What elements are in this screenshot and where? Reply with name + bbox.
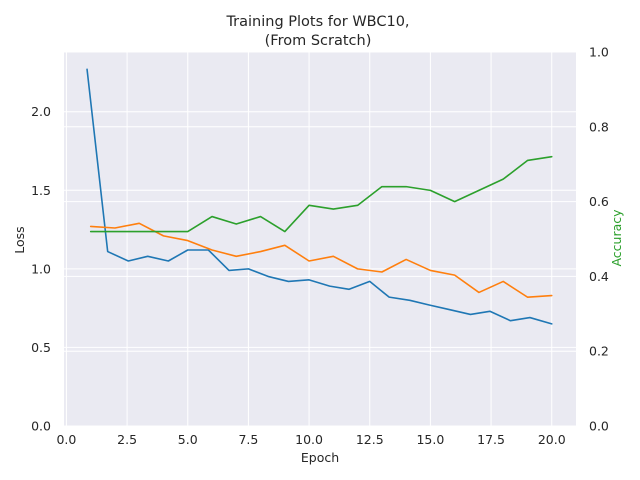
right-tick-label: 0.8 bbox=[589, 119, 609, 134]
left-tick-label: 1.5 bbox=[31, 183, 51, 198]
right-tick-label: 1.0 bbox=[589, 45, 609, 60]
x-tick-label: 17.5 bbox=[477, 432, 505, 447]
x-tick-label: 10.0 bbox=[295, 432, 323, 447]
series-line-3 bbox=[89, 155, 553, 233]
series-line-1 bbox=[86, 68, 553, 325]
x-tick-label: 0.0 bbox=[56, 432, 76, 447]
right-axis-label: Accuracy bbox=[609, 209, 624, 267]
right-tick-label: 0.0 bbox=[589, 419, 609, 434]
x-axis-ticks: 0.0 2.5 5.0 7.5 10.0 12.5 15.0 17.5 20.0 bbox=[56, 432, 565, 447]
x-tick-label: 5.0 bbox=[178, 432, 198, 447]
left-tick-label: 1.0 bbox=[31, 261, 51, 276]
left-axis-ticks: 0.0 0.5 1.0 1.5 2.0 bbox=[31, 104, 51, 433]
chart-title-line1: Training Plots for WBC10, bbox=[225, 14, 409, 30]
left-tick-label: 0.0 bbox=[31, 419, 51, 434]
right-tick-label: 0.6 bbox=[589, 194, 609, 209]
x-tick-label: 15.0 bbox=[416, 432, 444, 447]
x-tick-label: 2.5 bbox=[117, 432, 137, 447]
right-tick-label: 0.2 bbox=[589, 344, 609, 359]
series-line-2 bbox=[89, 222, 553, 298]
x-tick-label: 7.5 bbox=[238, 432, 258, 447]
gridlines bbox=[64, 51, 576, 427]
plot-area bbox=[64, 52, 576, 426]
right-axis-ticks: 0.0 0.2 0.4 0.6 0.8 1.0 bbox=[589, 45, 609, 434]
x-tick-label: 20.0 bbox=[538, 432, 566, 447]
left-tick-label: 2.0 bbox=[31, 104, 51, 119]
left-tick-label: 0.5 bbox=[31, 340, 51, 355]
x-axis-label: Epoch bbox=[301, 450, 339, 465]
chart-title-line2: (From Scratch) bbox=[265, 33, 372, 49]
right-tick-label: 0.4 bbox=[589, 269, 609, 284]
x-tick-label: 12.5 bbox=[356, 432, 384, 447]
series-lines bbox=[86, 68, 553, 325]
left-axis-label: Loss bbox=[12, 226, 27, 253]
